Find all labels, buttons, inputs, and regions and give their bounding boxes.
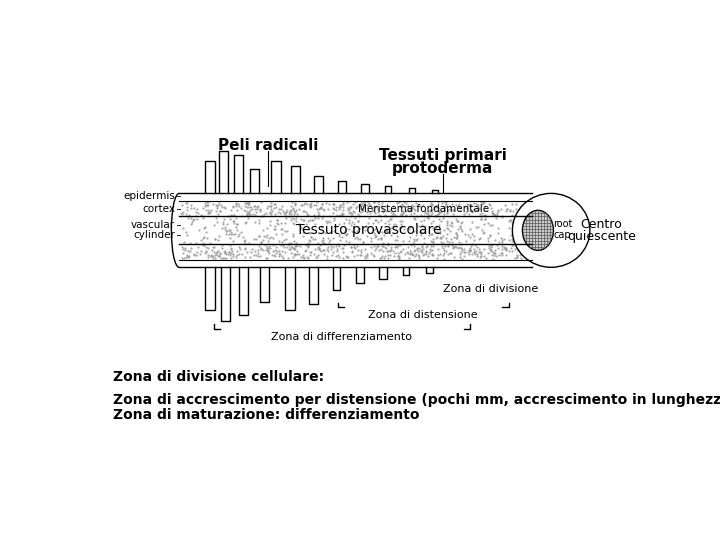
Ellipse shape — [513, 193, 590, 267]
Ellipse shape — [523, 211, 554, 251]
Text: Peli radicali: Peli radicali — [218, 138, 318, 153]
Text: Centro: Centro — [580, 218, 622, 231]
Text: quiescente: quiescente — [567, 230, 636, 243]
Text: Tessuti primari: Tessuti primari — [379, 148, 507, 163]
Text: cap: cap — [554, 230, 572, 240]
Text: vascular: vascular — [131, 220, 175, 230]
Polygon shape — [179, 201, 532, 260]
Text: cylinder: cylinder — [133, 230, 175, 240]
Text: Zona di differenziamento: Zona di differenziamento — [271, 332, 413, 342]
Text: epidermis: epidermis — [123, 191, 175, 201]
Polygon shape — [179, 217, 532, 244]
Text: Zona di maturazione: differenziamento: Zona di maturazione: differenziamento — [113, 408, 420, 422]
Text: Meristema fondamentale: Meristema fondamentale — [358, 204, 489, 214]
Text: Tessuto provascolare: Tessuto provascolare — [296, 224, 442, 238]
Text: cortex: cortex — [143, 204, 175, 214]
Text: Zona di divisione cellulare:: Zona di divisione cellulare: — [113, 370, 325, 383]
Text: root: root — [553, 219, 572, 229]
Text: Zona di divisione: Zona di divisione — [443, 284, 538, 294]
Text: Zona di accrescimento per distensione (pochi mm, accrescimento in lunghezza;: Zona di accrescimento per distensione (p… — [113, 393, 720, 407]
Text: protoderma: protoderma — [392, 161, 493, 176]
Text: Zona di distensione: Zona di distensione — [369, 310, 478, 320]
